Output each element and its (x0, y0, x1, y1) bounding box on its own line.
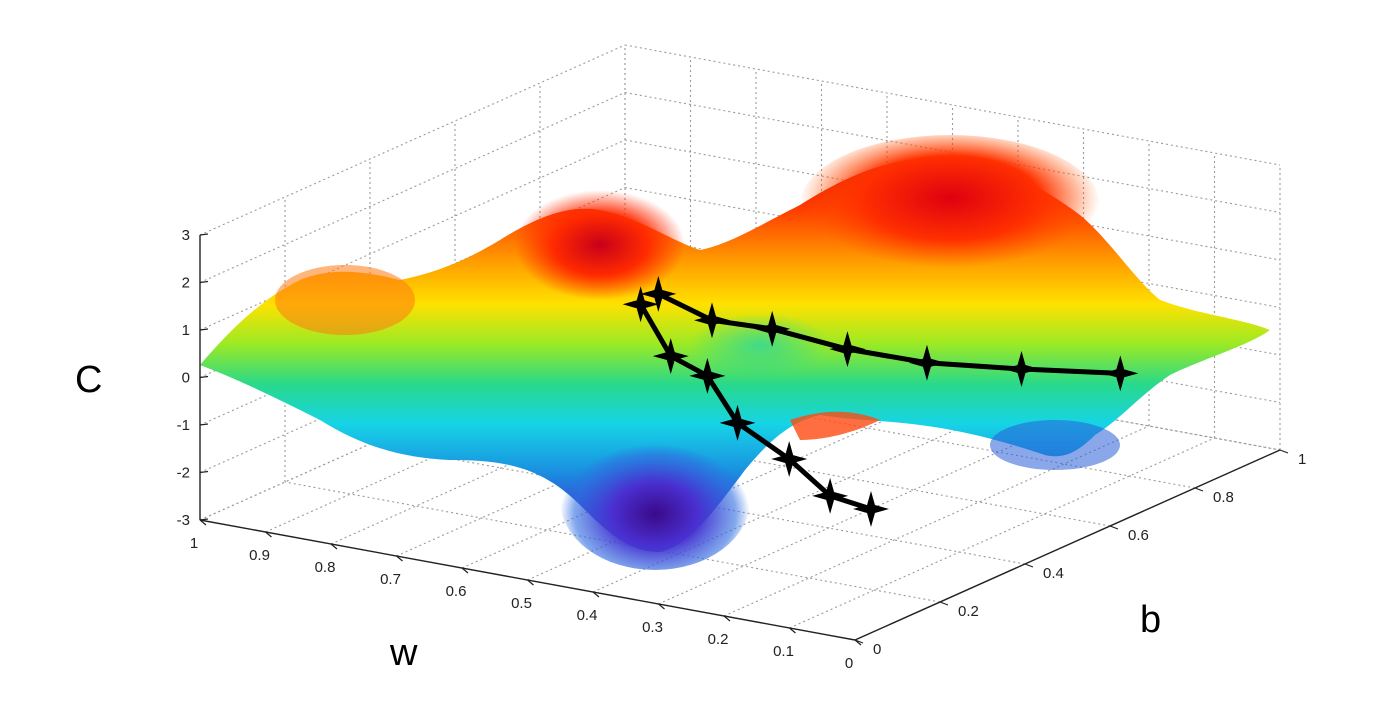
y-tick: 0 (854, 639, 881, 658)
y-tick: 0.6 (1109, 525, 1149, 544)
path-marker (694, 302, 730, 339)
surface (200, 135, 1270, 570)
z-tick-label: 3 (182, 227, 190, 244)
z-tick: 3 (182, 227, 209, 244)
x-tick-label: 1 (190, 535, 198, 552)
path-marker (771, 441, 808, 478)
z-tick-label: 0 (182, 370, 190, 387)
x-tick-label: 0.7 (380, 571, 401, 588)
path-marker (622, 286, 659, 323)
z-tick-label: -3 (177, 512, 190, 529)
path-marker (719, 404, 756, 441)
y-tick-label: 0.6 (1128, 527, 1149, 544)
path-marker (754, 310, 791, 347)
z-tick: 0 (182, 370, 209, 387)
path-marker (853, 491, 889, 527)
x-tick: 0.1 (773, 627, 796, 660)
x-tick-label: 0 (845, 655, 853, 672)
path-marker (829, 331, 866, 368)
y-tick: 0.2 (939, 601, 979, 620)
z-tick-label: -1 (177, 417, 190, 434)
x-tick: 0.8 (315, 543, 338, 576)
y-axis-ticks: 0 0.2 0.4 0.6 0.8 1 (854, 449, 1306, 658)
path-marker (908, 344, 945, 381)
x-axis-title: w (389, 632, 418, 674)
descent-paths (622, 275, 1139, 527)
x-tick-label: 0.8 (315, 559, 336, 576)
x-tick: 0.3 (642, 603, 665, 636)
x-tick-label: 0.6 (446, 583, 467, 600)
x-tick: 0 (845, 639, 862, 672)
z-tick: -2 (177, 465, 209, 482)
y-tick-label: 0.2 (958, 603, 979, 620)
z-tick: -1 (177, 417, 209, 434)
y-tick-label: 0.8 (1213, 489, 1234, 506)
z-tick: 1 (182, 322, 209, 339)
z-tick-label: 1 (182, 322, 190, 339)
z-tick: 2 (182, 275, 209, 292)
y-tick-label: 0.4 (1043, 565, 1064, 582)
path-marker (689, 357, 726, 394)
x-tick: 0.4 (577, 591, 600, 624)
x-tick: 0.9 (249, 531, 272, 564)
x-tick-label: 0.5 (511, 595, 532, 612)
x-tick-label: 0.9 (249, 547, 270, 564)
y-tick: 0.8 (1194, 487, 1234, 506)
z-axis-title: C (75, 359, 102, 401)
path-marker (812, 477, 849, 514)
z-tick-label: -2 (177, 465, 190, 482)
x-tick: 0.5 (511, 579, 534, 612)
path-marker (652, 338, 689, 375)
y-axis-title: b (1140, 599, 1161, 641)
x-axis-ticks: 1 0.9 0.8 0.7 0.6 0.5 0.4 0.3 0.2 0.1 0 (190, 519, 862, 672)
y-tick: 0.4 (1024, 563, 1064, 582)
x-tick: 0.2 (708, 615, 731, 648)
x-tick-label: 0.3 (642, 619, 663, 636)
x-tick-label: 0.4 (577, 607, 598, 624)
path-marker (1102, 355, 1139, 392)
x-tick: 0.7 (380, 555, 403, 588)
x-tick-label: 0.2 (708, 631, 729, 648)
z-tick-label: 2 (182, 275, 190, 292)
path-marker (1003, 351, 1040, 387)
descent-path-1 (622, 286, 889, 527)
z-tick: -3 (177, 512, 209, 529)
y-tick: 1 (1279, 449, 1306, 468)
path-marker (640, 275, 677, 312)
x-tick: 0.6 (446, 567, 469, 600)
y-tick-label: 0 (873, 641, 881, 658)
y-tick-label: 1 (1298, 451, 1306, 468)
descent-path-2 (640, 275, 1139, 392)
x-tick-label: 0.1 (773, 643, 794, 660)
x-tick: 1 (190, 519, 207, 552)
z-axis-ticks: 3 2 1 0 -1 -2 -3 (177, 227, 209, 529)
